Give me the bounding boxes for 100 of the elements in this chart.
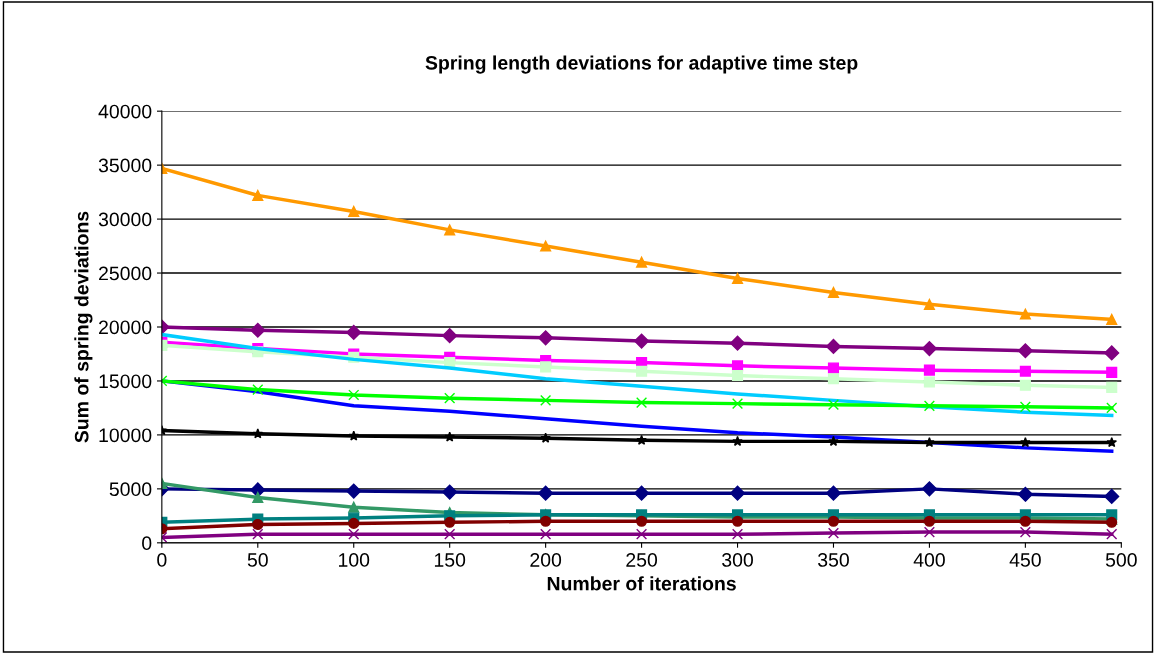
x-tick-label: 500	[1105, 553, 1137, 567]
y-tick-label: 5000	[109, 482, 152, 497]
point	[729, 485, 746, 501]
point	[348, 528, 360, 540]
point	[1019, 515, 1031, 527]
point	[538, 330, 554, 346]
point	[923, 515, 935, 527]
y-tick-label: 10000	[99, 428, 152, 443]
point	[1017, 486, 1033, 502]
point	[1106, 402, 1118, 414]
point	[444, 528, 456, 540]
x-tick-label: 400	[913, 553, 945, 567]
point	[1019, 401, 1031, 413]
point	[636, 434, 647, 445]
point	[1019, 379, 1031, 391]
point	[825, 338, 842, 354]
point	[540, 361, 552, 373]
point	[348, 501, 360, 513]
point	[636, 256, 648, 268]
point	[442, 328, 458, 344]
point	[1106, 381, 1118, 393]
point	[923, 298, 935, 310]
point	[252, 518, 264, 531]
point	[731, 272, 744, 284]
point	[636, 365, 648, 377]
point	[1106, 516, 1118, 528]
point	[921, 341, 937, 357]
point	[252, 428, 264, 439]
point	[540, 528, 552, 540]
y-tick-label: 40000	[98, 104, 152, 119]
point	[731, 515, 744, 527]
point	[828, 435, 839, 447]
point	[924, 436, 935, 448]
point	[921, 481, 937, 497]
point	[250, 322, 266, 338]
point	[1019, 365, 1031, 377]
point	[252, 189, 264, 201]
point	[1106, 366, 1118, 378]
point	[923, 400, 935, 412]
point	[923, 364, 935, 376]
point	[827, 527, 840, 539]
point	[731, 398, 744, 410]
point	[348, 517, 360, 529]
point	[346, 324, 362, 340]
point	[634, 485, 650, 501]
point	[1104, 345, 1120, 361]
point	[444, 224, 456, 236]
point	[729, 335, 746, 351]
chart-title: Spring length deviations for adaptive time step	[425, 55, 858, 74]
y-tick-label: 30000	[98, 212, 152, 227]
point	[348, 205, 360, 218]
point	[827, 399, 840, 411]
x-axis-title: Number of iterations	[547, 576, 736, 591]
point	[731, 360, 744, 372]
point	[827, 373, 840, 385]
point	[252, 491, 264, 504]
x-tick-label: 250	[626, 553, 658, 567]
point	[827, 286, 840, 299]
x-tick-label: 350	[818, 553, 849, 567]
point	[634, 333, 650, 349]
point	[348, 389, 360, 401]
point	[1019, 526, 1031, 538]
y-tick-label: 0	[142, 536, 152, 551]
point	[538, 485, 554, 501]
point	[732, 435, 743, 447]
x-tick-label: 50	[247, 553, 268, 567]
x-tick-label: 200	[530, 553, 562, 567]
point	[540, 240, 552, 252]
point	[252, 528, 264, 540]
point	[1019, 308, 1031, 320]
point	[252, 384, 264, 396]
point	[540, 432, 551, 443]
point	[1017, 343, 1033, 359]
point	[827, 515, 840, 527]
point	[1106, 436, 1118, 448]
y-tick-label: 35000	[98, 158, 152, 173]
point	[636, 396, 648, 409]
point	[444, 516, 456, 528]
x-tick-label: 450	[1009, 553, 1041, 567]
x-tick-label: 100	[339, 553, 370, 567]
point	[923, 526, 935, 538]
point	[636, 528, 648, 540]
y-axis-title: Sum of spring deviations	[74, 211, 93, 443]
point	[540, 394, 552, 406]
y-tick-label: 20000	[99, 320, 152, 335]
point	[825, 485, 842, 501]
point	[1106, 313, 1118, 326]
y-tick-label: 15000	[99, 374, 152, 389]
point	[442, 484, 458, 500]
point	[923, 376, 935, 388]
point	[348, 430, 360, 441]
y-tick-label: 25000	[99, 266, 152, 281]
point	[827, 362, 840, 374]
x-tick-label: 150	[434, 553, 466, 567]
point	[731, 528, 744, 540]
point	[346, 483, 362, 499]
point	[1106, 528, 1118, 540]
point	[1104, 488, 1120, 504]
point	[731, 370, 744, 382]
x-tick-label: 300	[722, 553, 753, 567]
